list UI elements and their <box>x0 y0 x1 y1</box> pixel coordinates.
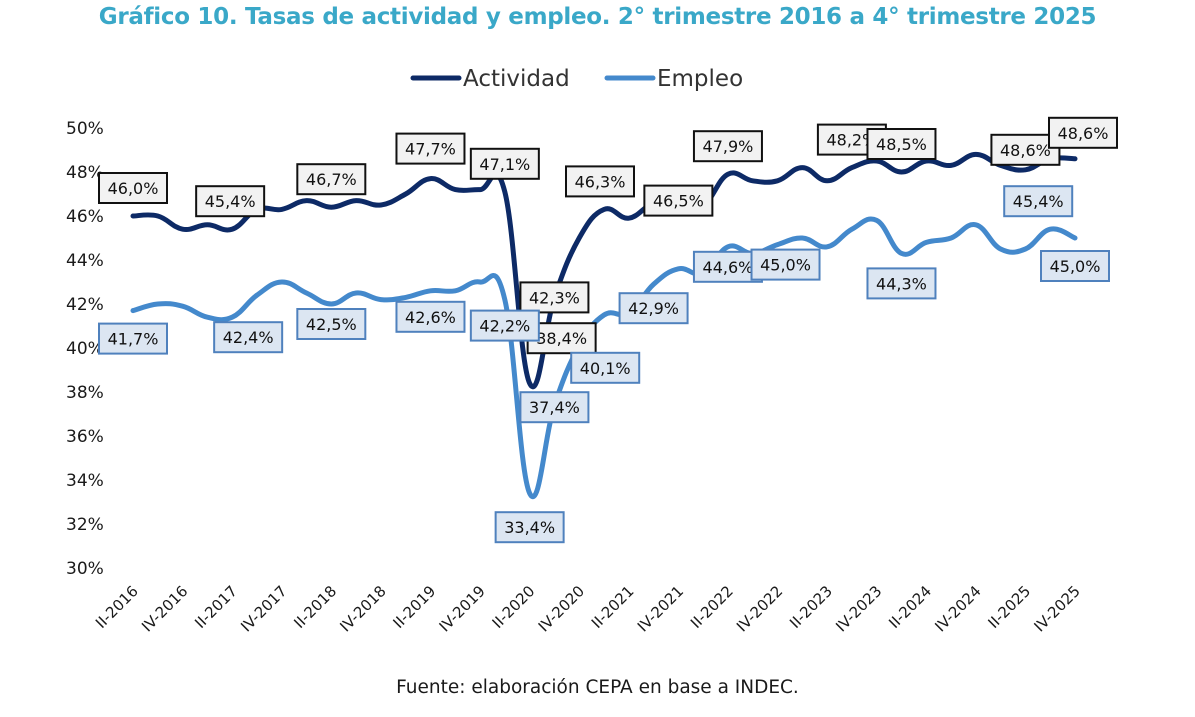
svg-text:46,3%: 46,3% <box>575 172 626 191</box>
x-tick-label: II-2022 <box>687 582 737 632</box>
x-tick-label: II-2023 <box>786 582 836 632</box>
x-tick-label: IV-2018 <box>336 582 389 635</box>
series-line-actividad <box>130 151 1078 389</box>
x-tick-label: IV-2023 <box>832 582 885 635</box>
y-axis: 30% 32% 34% 36% 38% 40% 42% 44% 46% 48% 50% <box>66 119 104 579</box>
y-tick-label: 46% <box>66 207 104 227</box>
data-label-empleo: 44,3% <box>866 267 937 300</box>
data-label-actividad: 46,3% <box>565 165 635 198</box>
svg-text:42,6%: 42,6% <box>405 308 456 327</box>
y-tick-label: 38% <box>66 383 104 403</box>
x-tick-label: II-2021 <box>588 582 638 632</box>
y-tick-label: 44% <box>66 251 104 271</box>
svg-text:42,4%: 42,4% <box>223 328 274 347</box>
data-label-empleo: 45,0% <box>1040 250 1110 282</box>
svg-text:48,6%: 48,6% <box>1058 124 1109 143</box>
x-tick-label: IV-2019 <box>436 582 489 635</box>
svg-text:33,4%: 33,4% <box>504 518 555 537</box>
svg-text:42,3%: 42,3% <box>529 288 580 307</box>
svg-text:46,7%: 46,7% <box>306 170 357 189</box>
svg-text:37,4%: 37,4% <box>529 398 580 417</box>
data-label-actividad: 46,7% <box>296 163 367 196</box>
source-note: Fuente: elaboración CEPA en base a INDEC… <box>396 677 799 698</box>
data-label-empleo: 40,1% <box>570 351 641 384</box>
x-tick-label: II-2018 <box>290 582 340 632</box>
y-tick-label: 36% <box>66 427 104 447</box>
svg-text:47,1%: 47,1% <box>479 155 530 174</box>
x-tick-label: IV-2020 <box>535 582 588 635</box>
x-tick-label: II-2019 <box>389 582 439 632</box>
svg-text:41,7%: 41,7% <box>108 330 159 349</box>
svg-text:45,0%: 45,0% <box>760 256 811 275</box>
svg-text:45,0%: 45,0% <box>1050 257 1101 276</box>
legend: Actividad Empleo <box>410 66 743 92</box>
svg-text:48,6%: 48,6% <box>1000 141 1051 160</box>
data-label-actividad: 46,0% <box>98 172 168 204</box>
svg-text:42,9%: 42,9% <box>628 299 679 318</box>
data-label-actividad: 47,1% <box>469 147 540 180</box>
data-label-empleo: 45,4% <box>1003 185 1074 218</box>
data-label-empleo: 42,6% <box>395 300 466 333</box>
svg-text:42,2%: 42,2% <box>479 317 530 336</box>
data-label-actividad: 48,6% <box>1048 116 1118 149</box>
x-tick-label: IV-2021 <box>634 582 687 635</box>
x-tick-label: II-2025 <box>984 582 1034 632</box>
data-label-empleo: 33,4% <box>494 511 565 544</box>
y-tick-label: 40% <box>66 339 104 359</box>
x-tick-label: IV-2017 <box>237 582 290 635</box>
data-label-actividad: 47,7% <box>395 132 466 165</box>
svg-text:47,9%: 47,9% <box>703 137 754 156</box>
legend-label: Actividad <box>463 66 570 92</box>
svg-text:45,4%: 45,4% <box>205 192 256 211</box>
chart-title: Gráfico 10. Tasas de actividad y empleo.… <box>98 4 1097 30</box>
data-label-actividad: 45,4% <box>195 185 266 218</box>
y-tick-label: 32% <box>66 515 104 535</box>
data-label-actividad: 42,3% <box>519 281 590 314</box>
x-tick-label: II-2020 <box>489 582 539 632</box>
legend-item-actividad: Actividad <box>410 66 570 92</box>
svg-text:44,3%: 44,3% <box>876 274 927 293</box>
data-label-empleo: 37,4% <box>519 391 590 424</box>
y-tick-label: 42% <box>66 295 104 315</box>
x-tick-label: IV-2022 <box>733 582 786 635</box>
data-label-actividad: 46,5% <box>643 184 714 217</box>
x-tick-label: IV-2016 <box>138 582 191 635</box>
y-tick-label: 30% <box>66 559 104 579</box>
x-tick-label: II-2024 <box>885 582 935 632</box>
data-label-empleo: 42,4% <box>213 321 284 354</box>
y-tick-label: 50% <box>66 119 104 139</box>
x-tick-label: II-2016 <box>92 582 142 632</box>
svg-text:48,2%: 48,2% <box>826 131 877 150</box>
svg-text:40,1%: 40,1% <box>580 359 631 378</box>
svg-text:46,5%: 46,5% <box>653 192 704 211</box>
x-tick-label: II-2017 <box>191 582 241 632</box>
data-label-empleo: 42,2% <box>469 309 540 342</box>
svg-text:38,4%: 38,4% <box>536 329 587 348</box>
svg-text:47,7%: 47,7% <box>405 140 456 159</box>
x-tick-label: IV-2024 <box>931 582 984 635</box>
data-label-empleo: 41,7% <box>98 322 168 355</box>
svg-text:45,4%: 45,4% <box>1013 192 1064 211</box>
legend-item-empleo: Empleo <box>604 66 743 92</box>
y-tick-label: 48% <box>66 163 104 183</box>
svg-text:42,5%: 42,5% <box>306 315 357 334</box>
svg-text:44,6%: 44,6% <box>703 258 754 277</box>
svg-text:46,0%: 46,0% <box>108 179 159 198</box>
data-label-empleo: 42,9% <box>618 292 689 325</box>
legend-label: Empleo <box>657 66 743 92</box>
data-labels: 46,0% 45,4% 46,7% 47,7% 47,1% 42,3% 38,4% 46,3%… <box>98 116 1118 544</box>
data-label-actividad: 48,5% <box>866 128 937 160</box>
data-label-actividad: 47,9% <box>692 130 763 163</box>
svg-text:48,5%: 48,5% <box>876 135 927 154</box>
data-label-empleo: 42,5% <box>296 308 367 340</box>
data-label-empleo: 45,0% <box>750 248 821 281</box>
y-tick-label: 34% <box>66 471 104 491</box>
x-tick-label: IV-2025 <box>1031 582 1084 635</box>
